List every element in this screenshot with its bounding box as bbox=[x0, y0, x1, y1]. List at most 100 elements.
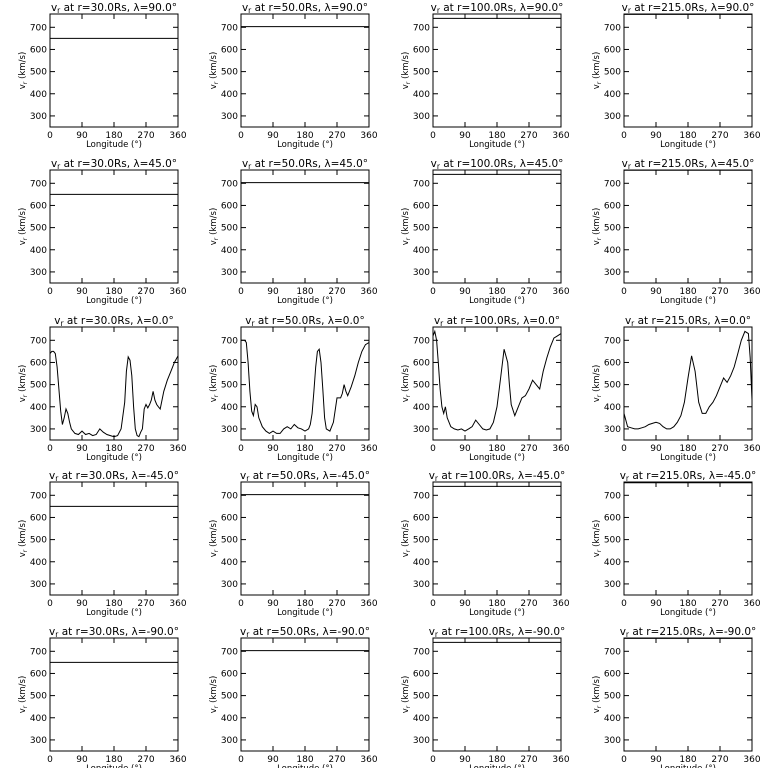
y-tick-label: 500 bbox=[221, 692, 238, 702]
x-tick-label: 90 bbox=[650, 287, 662, 297]
x-tick-label: 360 bbox=[360, 131, 377, 141]
y-axis-label: vr (km/s) bbox=[592, 52, 603, 90]
plot-frame bbox=[623, 637, 753, 752]
plot-frame bbox=[623, 13, 753, 128]
y-tick-label: 600 bbox=[30, 513, 47, 523]
x-tick-label: 0 bbox=[621, 755, 627, 765]
y-axis-label: vr (km/s) bbox=[209, 52, 220, 90]
y-tick-label: 600 bbox=[221, 669, 238, 679]
x-tick-label: 0 bbox=[238, 444, 244, 454]
y-tick-label: 400 bbox=[413, 558, 430, 568]
panel-title: vr at r=50.0Rs, λ=0.0° bbox=[245, 315, 364, 328]
y-tick-label: 400 bbox=[221, 246, 238, 256]
y-tick-label: 600 bbox=[221, 513, 238, 523]
panel-4: vr at r=215.0Rs, λ=90.0° 0 90 180 270 360 300 4… bbox=[592, 2, 761, 150]
series-line bbox=[241, 339, 370, 434]
panel-14: vr at r=50.0Rs, λ=-45.0° 0 90 180 270 360 300 4… bbox=[209, 470, 378, 618]
x-tick-label: 0 bbox=[430, 755, 436, 765]
x-tick-label: 360 bbox=[360, 755, 377, 765]
y-tick-label: 400 bbox=[221, 714, 238, 724]
y-tick-label: 700 bbox=[221, 23, 238, 33]
x-axis-label: Longitude (°) bbox=[277, 764, 333, 768]
y-tick-label: 300 bbox=[604, 112, 621, 122]
y-axis-label: vr (km/s) bbox=[592, 676, 603, 714]
x-tick-label: 180 bbox=[296, 131, 313, 141]
x-tick-label: 0 bbox=[238, 287, 244, 297]
x-tick-label: 90 bbox=[650, 599, 662, 609]
y-tick-label: 300 bbox=[413, 268, 430, 278]
y-tick-label: 300 bbox=[604, 268, 621, 278]
x-tick-label: 90 bbox=[267, 599, 279, 609]
y-tick-label: 300 bbox=[413, 425, 430, 435]
y-tick-label: 500 bbox=[30, 692, 47, 702]
x-tick-label: 90 bbox=[76, 599, 88, 609]
x-tick-label: 180 bbox=[679, 599, 696, 609]
y-tick-label: 700 bbox=[221, 336, 238, 346]
x-tick-label: 360 bbox=[169, 444, 186, 454]
panel-title: vr at r=215.0Rs, λ=45.0° bbox=[622, 158, 755, 171]
y-tick-label: 400 bbox=[413, 246, 430, 256]
x-tick-label: 180 bbox=[679, 287, 696, 297]
y-tick-label: 600 bbox=[221, 45, 238, 55]
x-tick-label: 360 bbox=[552, 131, 569, 141]
x-tick-label: 180 bbox=[296, 755, 313, 765]
panel-3: vr at r=100.0Rs, λ=90.0° 0 90 180 270 360 300 4… bbox=[401, 2, 570, 150]
x-tick-label: 0 bbox=[430, 444, 436, 454]
y-tick-label: 500 bbox=[221, 536, 238, 546]
x-tick-label: 90 bbox=[459, 444, 471, 454]
y-tick-label: 300 bbox=[604, 580, 621, 590]
y-tick-label: 600 bbox=[604, 513, 621, 523]
x-tick-label: 90 bbox=[267, 287, 279, 297]
y-tick-label: 300 bbox=[413, 736, 430, 746]
y-tick-label: 300 bbox=[30, 112, 47, 122]
panel-title: vr at r=215.0Rs, λ=0.0° bbox=[625, 315, 751, 328]
panel-title: vr at r=30.0Rs, λ=-45.0° bbox=[49, 470, 179, 483]
plot-frame bbox=[432, 637, 562, 752]
y-axis-label: vr (km/s) bbox=[401, 365, 412, 403]
y-axis-label: vr (km/s) bbox=[18, 365, 29, 403]
y-tick-label: 400 bbox=[413, 403, 430, 413]
y-tick-label: 300 bbox=[30, 268, 47, 278]
panel-6: vr at r=50.0Rs, λ=45.0° 0 90 180 270 360 300 40… bbox=[209, 158, 378, 306]
x-tick-label: 180 bbox=[296, 287, 313, 297]
y-tick-label: 400 bbox=[413, 90, 430, 100]
x-tick-label: 270 bbox=[520, 287, 537, 297]
panel-title: vr at r=100.0Rs, λ=90.0° bbox=[431, 2, 564, 15]
x-tick-label: 180 bbox=[488, 131, 505, 141]
x-axis-label: Longitude (°) bbox=[660, 453, 716, 463]
panel-title: vr at r=215.0Rs, λ=90.0° bbox=[622, 2, 755, 15]
y-tick-label: 600 bbox=[604, 358, 621, 368]
x-tick-label: 90 bbox=[267, 444, 279, 454]
y-tick-label: 600 bbox=[413, 513, 430, 523]
x-axis-label: Longitude (°) bbox=[86, 764, 142, 768]
y-tick-label: 500 bbox=[221, 381, 238, 391]
y-tick-label: 600 bbox=[221, 201, 238, 211]
y-tick-label: 400 bbox=[221, 558, 238, 568]
y-tick-label: 400 bbox=[604, 90, 621, 100]
x-axis-label: Longitude (°) bbox=[86, 453, 142, 463]
y-tick-label: 400 bbox=[604, 714, 621, 724]
panel-title: vr at r=30.0Rs, λ=90.0° bbox=[51, 2, 177, 15]
plot-frame bbox=[623, 169, 753, 284]
x-tick-label: 360 bbox=[552, 599, 569, 609]
y-tick-label: 600 bbox=[413, 358, 430, 368]
x-axis-label: Longitude (°) bbox=[277, 140, 333, 150]
panel-title: vr at r=100.0Rs, λ=0.0° bbox=[434, 315, 560, 328]
x-tick-label: 180 bbox=[488, 599, 505, 609]
plot-frame bbox=[240, 637, 370, 752]
y-tick-label: 600 bbox=[413, 45, 430, 55]
x-tick-label: 360 bbox=[169, 287, 186, 297]
y-axis-label: vr (km/s) bbox=[401, 52, 412, 90]
x-tick-label: 360 bbox=[552, 444, 569, 454]
y-tick-label: 700 bbox=[221, 647, 238, 657]
x-tick-label: 270 bbox=[520, 444, 537, 454]
y-tick-label: 600 bbox=[30, 358, 47, 368]
x-tick-label: 360 bbox=[743, 599, 760, 609]
y-axis-label: vr (km/s) bbox=[18, 676, 29, 714]
panel-8: vr at r=215.0Rs, λ=45.0° 0 90 180 270 360 300 4… bbox=[592, 158, 761, 306]
panel-title: vr at r=30.0Rs, λ=45.0° bbox=[51, 158, 177, 171]
panel-16: vr at r=215.0Rs, λ=-45.0° 0 90 180 270 360 300… bbox=[592, 470, 761, 618]
x-axis-label: Longitude (°) bbox=[277, 296, 333, 306]
y-tick-label: 500 bbox=[30, 224, 47, 234]
plot-frame bbox=[432, 169, 562, 284]
